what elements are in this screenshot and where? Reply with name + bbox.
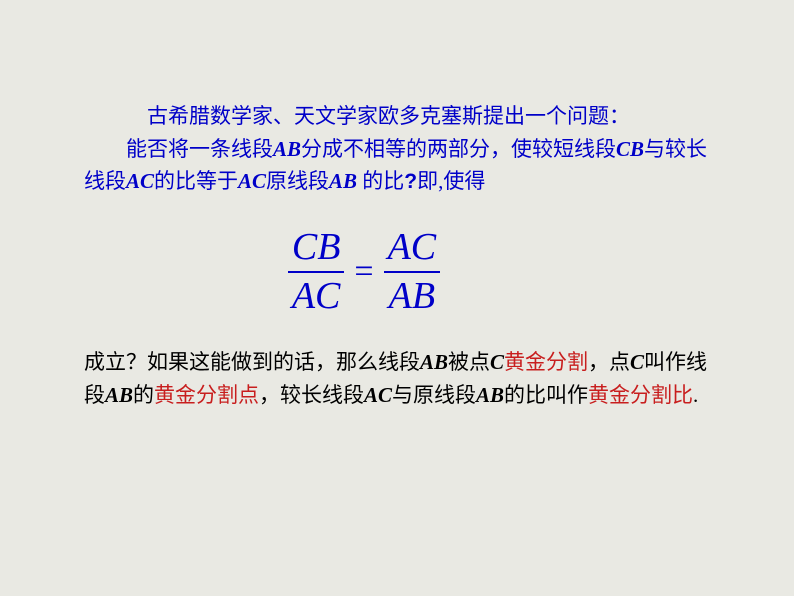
slide-content: 古希腊数学家、天文学家欧多克塞斯提出一个问题： 能否将一条线段AB分成不相等的两… <box>84 100 724 411</box>
denominator: AC <box>288 276 345 318</box>
text: 即,使得 <box>417 169 485 193</box>
question-mark: ? <box>404 170 417 193</box>
var-AB: AB <box>476 383 504 407</box>
term-golden-point: 黄金分割点 <box>154 383 259 407</box>
term-golden-section: 黄金分割 <box>504 350 588 374</box>
text: 原线段 <box>266 169 329 193</box>
numerator: CB <box>288 227 345 269</box>
text: ，较长线段 <box>259 383 364 407</box>
text: 成立？如果这能做到的话，那么线段 <box>84 350 420 374</box>
var-C: C <box>630 350 644 374</box>
text: 与原线段 <box>392 383 476 407</box>
var-CB: CB <box>616 137 644 161</box>
fraction-right: AC AB <box>384 227 441 319</box>
denominator: AB <box>385 276 439 318</box>
text: 的比等于 <box>154 169 238 193</box>
equation-container: CB AC = AC AB <box>84 227 724 319</box>
var-AC: AC <box>126 169 154 193</box>
var-AC: AC <box>364 383 392 407</box>
term-golden-ratio: 黄金分割比 <box>588 383 693 407</box>
period: . <box>693 383 698 407</box>
fraction-bar <box>384 271 441 273</box>
equation: CB AC = AC AB <box>288 227 440 319</box>
indent <box>84 137 126 161</box>
indent <box>84 104 147 128</box>
var-AB: AB <box>329 169 357 193</box>
text: 分成不相等的两部分，使较短线段 <box>301 137 616 161</box>
fraction-bar <box>288 271 345 273</box>
text: 古希腊数学家、天文学家欧多克塞斯提出一个问题： <box>147 104 630 128</box>
text: 的比 <box>357 169 404 193</box>
paragraph-2: 成立？如果这能做到的话，那么线段AB被点C黄金分割，点C叫作线段AB的黄金分割点… <box>84 346 724 411</box>
text: 被点 <box>448 350 490 374</box>
var-AB: AB <box>420 350 448 374</box>
text: ，点 <box>588 350 630 374</box>
fraction-left: CB AC <box>288 227 345 319</box>
numerator: AC <box>384 227 441 269</box>
paragraph-1: 古希腊数学家、天文学家欧多克塞斯提出一个问题： 能否将一条线段AB分成不相等的两… <box>84 100 724 199</box>
text: 能否将一条线段 <box>126 137 273 161</box>
var-AC: AC <box>238 169 266 193</box>
text: 的比叫作 <box>504 383 588 407</box>
var-AB: AB <box>105 383 133 407</box>
var-C: C <box>490 350 504 374</box>
text: 的 <box>133 383 154 407</box>
equals-sign: = <box>354 253 373 291</box>
var-AB: AB <box>273 137 301 161</box>
